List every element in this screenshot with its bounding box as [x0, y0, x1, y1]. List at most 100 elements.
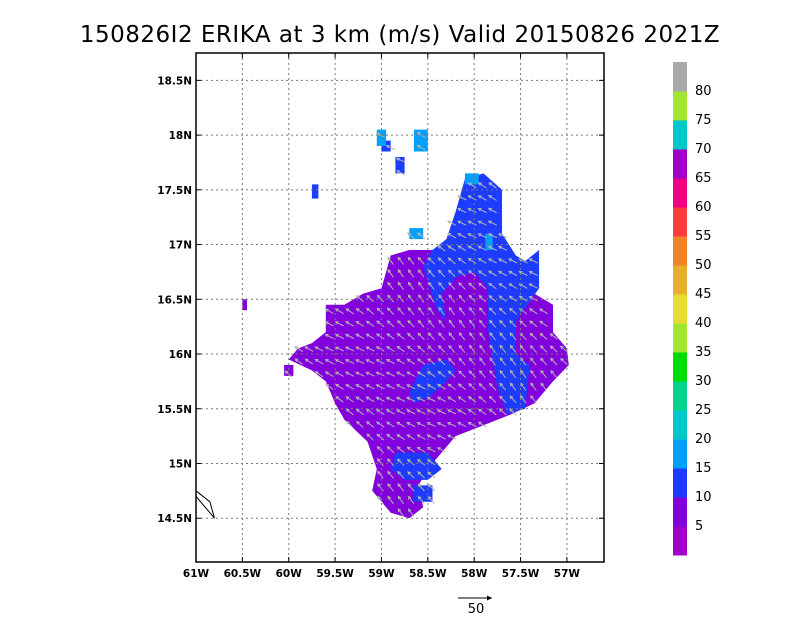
wind-vector — [550, 369, 558, 379]
wind-vector — [477, 245, 487, 251]
wind-vector — [376, 433, 385, 441]
wind-vector — [324, 308, 334, 314]
wind-vector — [324, 371, 334, 378]
wind-vector — [528, 295, 538, 302]
wind-vector — [396, 345, 405, 353]
x-tick-label: 59W — [368, 568, 395, 580]
wind-vector — [478, 294, 487, 303]
wind-vector — [448, 332, 456, 341]
wind-vector — [426, 409, 436, 415]
wind-vector — [498, 270, 508, 277]
wind-vector — [376, 445, 385, 454]
wind-vector — [406, 358, 416, 365]
wind-vector — [314, 346, 324, 352]
wind-vector — [559, 345, 568, 353]
wind-vector — [489, 332, 496, 341]
wind-vector — [397, 256, 405, 265]
wind-vector — [528, 258, 538, 264]
wind-vector — [376, 421, 385, 428]
wind-vector — [467, 270, 477, 277]
x-tick-label: 60W — [276, 568, 303, 580]
wind-vector — [416, 371, 426, 378]
wind-vector — [528, 271, 538, 276]
wind-vector — [509, 408, 517, 416]
wind-vector — [487, 195, 497, 201]
wind-vector — [407, 256, 415, 265]
colorbar-label: 80 — [695, 84, 712, 99]
wind-vector — [406, 384, 416, 390]
wind-vector — [457, 220, 467, 226]
wind-vector — [335, 396, 344, 403]
wind-vector — [477, 258, 487, 264]
colorbar-swatch — [673, 236, 687, 266]
wind-vector — [509, 369, 517, 379]
wind-vector — [539, 308, 548, 315]
wind-vector — [467, 409, 477, 415]
wind-vector — [324, 333, 334, 339]
wind-vector — [417, 281, 425, 291]
wind-region-13 — [464, 173, 479, 185]
chart-title: 150826I2 ERIKA at 3 km (m/s) Valid 20150… — [80, 22, 720, 48]
y-tick-label: 18N — [169, 130, 192, 142]
colorbar-swatch — [673, 381, 687, 411]
wind-vector — [365, 359, 375, 365]
wind-vector — [397, 470, 405, 479]
wind-vector — [416, 409, 426, 415]
grid-layer — [195, 53, 604, 562]
wind-vector — [407, 495, 415, 505]
wind-vector — [498, 295, 507, 302]
wind-vector — [539, 345, 548, 353]
wind-vector — [447, 269, 456, 278]
wind-vector — [457, 409, 467, 415]
wind-vector — [395, 371, 406, 377]
wind-vector — [509, 344, 517, 353]
wind-vector — [458, 370, 466, 378]
wind-vector — [540, 369, 547, 379]
wind-vector — [406, 458, 415, 466]
wind-vector — [396, 446, 405, 453]
wind-vector — [428, 294, 435, 303]
wind-vector — [324, 321, 334, 327]
wind-vector — [355, 359, 365, 365]
wind-vector — [355, 408, 365, 416]
wind-vector — [540, 382, 547, 391]
wind-vector — [385, 145, 396, 151]
wind-vector — [467, 220, 477, 226]
wind-vector — [397, 281, 405, 291]
wind-vector — [397, 495, 405, 505]
wind-vector — [417, 332, 425, 341]
colorbar-swatch — [673, 62, 687, 92]
wind-vector — [448, 282, 456, 290]
wind-vector — [407, 306, 415, 316]
wind-vector — [519, 344, 527, 353]
vector-reference: 50 — [458, 595, 492, 617]
wind-vector — [335, 383, 344, 390]
wind-vector — [447, 409, 457, 415]
wind-vector — [396, 320, 405, 328]
wind-vector — [314, 371, 324, 378]
wind-vector — [426, 396, 436, 402]
wind-vector — [477, 421, 487, 428]
wind-region-9 — [311, 184, 319, 199]
wind-vector — [499, 395, 507, 404]
wind-vector — [477, 220, 487, 226]
x-tick-label: 57W — [554, 568, 581, 580]
wind-vector — [417, 345, 426, 353]
wind-vector — [487, 270, 497, 277]
colorbar-label: 75 — [695, 113, 712, 128]
wind-vector — [395, 396, 406, 402]
wind-vector — [387, 483, 394, 492]
wind-vector — [438, 319, 445, 328]
colorbar-swatch — [673, 410, 687, 440]
wind-vector — [406, 446, 416, 453]
wind-vector — [344, 333, 355, 339]
wind-vector — [385, 371, 396, 377]
wind-vector — [529, 345, 537, 353]
wind-vector — [530, 369, 537, 379]
wind-vector-layer — [284, 131, 568, 517]
wind-vector — [478, 408, 487, 416]
wind-region-4 — [409, 359, 456, 404]
wind-vector — [499, 319, 507, 328]
wind-vector — [427, 269, 435, 278]
wind-vector — [387, 269, 394, 278]
